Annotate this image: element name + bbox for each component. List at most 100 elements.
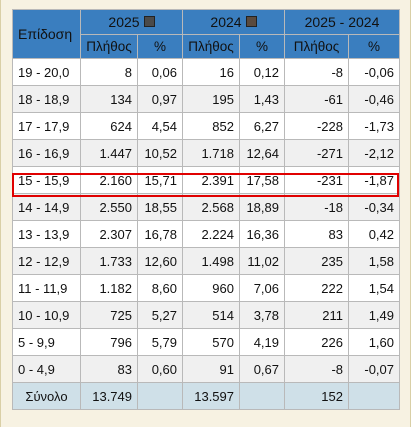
total-count-diff-cell: 152 bbox=[284, 382, 349, 410]
count-diff-cell: -61 bbox=[284, 85, 349, 113]
percent-diff-cell: 1,58 bbox=[347, 247, 401, 275]
percent-2025-cell: 15,71 bbox=[137, 166, 183, 194]
percent-diff-cell: -1,73 bbox=[347, 112, 401, 140]
total-percent-2025-cell bbox=[137, 382, 183, 410]
table-row: 15 - 15,9 2.160 15,71 2.391 17,58 -231 -1,87 bbox=[12, 166, 401, 194]
percent-diff-cell: -2,12 bbox=[347, 139, 401, 167]
percent-diff-cell: 1,54 bbox=[347, 274, 401, 302]
total-count-2024-cell: 13.597 bbox=[182, 382, 240, 410]
count-2025-header: Πλήθος bbox=[80, 34, 138, 59]
range-cell: 5 - 9,9 bbox=[12, 328, 81, 356]
count-diff-cell: 222 bbox=[284, 274, 349, 302]
count-2025-cell: 83 bbox=[80, 355, 138, 383]
table-row: 16 - 16,9 1.447 10,52 1.718 12,64 -271 -2,12 bbox=[12, 139, 401, 167]
count-diff-cell: 235 bbox=[284, 247, 349, 275]
percent-2024-cell: 1,43 bbox=[239, 85, 285, 113]
count-2024-cell: 1.718 bbox=[182, 139, 240, 167]
percent-2024-cell: 11,02 bbox=[239, 247, 285, 275]
percent-2024-cell: 6,27 bbox=[239, 112, 285, 140]
table-row: 14 - 14,9 2.550 18,55 2.568 18,89 -18 -0,34 bbox=[12, 193, 401, 221]
count-diff-cell: 83 bbox=[284, 220, 349, 248]
percent-2024-cell: 0,12 bbox=[239, 58, 285, 86]
range-cell: 10 - 10,9 bbox=[12, 301, 81, 329]
range-cell: 18 - 18,9 bbox=[12, 85, 81, 113]
count-2025-cell: 1.182 bbox=[80, 274, 138, 302]
count-diff-cell: -8 bbox=[284, 58, 349, 86]
total-label: Σύνολο bbox=[12, 382, 81, 410]
count-diff-cell: 211 bbox=[284, 301, 349, 329]
total-percent-diff-cell bbox=[347, 382, 401, 410]
count-2025-cell: 725 bbox=[80, 301, 138, 329]
year-2025-header: 2025 bbox=[80, 9, 183, 35]
difference-header: 2025 - 2024 bbox=[283, 9, 401, 35]
count-diff-cell: -231 bbox=[284, 166, 349, 194]
count-diff-header: Πλήθος bbox=[284, 34, 349, 59]
table-row: 0 - 4,9 83 0,60 91 0,67 -8 -0,07 bbox=[12, 355, 401, 383]
range-cell: 13 - 13,9 bbox=[12, 220, 81, 248]
count-diff-cell: 226 bbox=[284, 328, 349, 356]
count-2025-cell: 624 bbox=[80, 112, 138, 140]
range-cell: 15 - 15,9 bbox=[12, 166, 81, 194]
count-2024-cell: 16 bbox=[182, 58, 240, 86]
percent-2025-header: % bbox=[137, 34, 183, 59]
count-2025-cell: 2.307 bbox=[80, 220, 138, 248]
percent-2025-cell: 0,06 bbox=[137, 58, 183, 86]
count-2024-cell: 2.224 bbox=[182, 220, 240, 248]
percent-diff-header: % bbox=[347, 34, 401, 59]
table-row: 18 - 18,9 134 0,97 195 1,43 -61 -0,46 bbox=[12, 85, 401, 113]
score-distribution-table: Επίδοση 2025 2024 2025 - 2024 Πλήθος % Π… bbox=[12, 9, 401, 410]
percent-2024-cell: 18,89 bbox=[239, 193, 285, 221]
table-row: 13 - 13,9 2.307 16,78 2.224 16,36 83 0,42 bbox=[12, 220, 401, 248]
range-header: Επίδοση bbox=[12, 9, 81, 59]
percent-2025-cell: 0,97 bbox=[137, 85, 183, 113]
percent-diff-cell: 1,49 bbox=[347, 301, 401, 329]
count-2025-cell: 2.160 bbox=[80, 166, 138, 194]
percent-2024-cell: 3,78 bbox=[239, 301, 285, 329]
percent-diff-cell: 0,42 bbox=[347, 220, 401, 248]
count-2024-cell: 514 bbox=[182, 301, 240, 329]
range-cell: 0 - 4,9 bbox=[12, 355, 81, 383]
count-2024-cell: 2.391 bbox=[182, 166, 240, 194]
table-row: 10 - 10,9 725 5,27 514 3,78 211 1,49 bbox=[12, 301, 401, 329]
count-2025-cell: 1.733 bbox=[80, 247, 138, 275]
percent-2024-cell: 7,06 bbox=[239, 274, 285, 302]
count-diff-cell: -271 bbox=[284, 139, 349, 167]
percent-2025-cell: 10,52 bbox=[137, 139, 183, 167]
year-2025-label: 2025 bbox=[108, 14, 140, 30]
count-2025-cell: 134 bbox=[80, 85, 138, 113]
table-row: 5 - 9,9 796 5,79 570 4,19 226 1,60 bbox=[12, 328, 401, 356]
count-2024-header: Πλήθος bbox=[182, 34, 240, 59]
percent-2024-cell: 16,36 bbox=[239, 220, 285, 248]
range-cell: 17 - 17,9 bbox=[12, 112, 81, 140]
count-2024-cell: 852 bbox=[182, 112, 240, 140]
legend-swatch-2025-icon bbox=[143, 16, 155, 27]
percent-2025-cell: 0,60 bbox=[137, 355, 183, 383]
percent-2024-cell: 17,58 bbox=[239, 166, 285, 194]
count-2025-cell: 796 bbox=[80, 328, 138, 356]
table-row: 17 - 17,9 624 4,54 852 6,27 -228 -1,73 bbox=[12, 112, 401, 140]
count-2025-cell: 2.550 bbox=[80, 193, 138, 221]
percent-2024-header: % bbox=[239, 34, 285, 59]
total-percent-2024-cell bbox=[239, 382, 285, 410]
percent-2024-cell: 0,67 bbox=[239, 355, 285, 383]
table-row: 19 - 20,0 8 0,06 16 0,12 -8 -0,06 bbox=[12, 58, 401, 86]
percent-2025-cell: 8,60 bbox=[137, 274, 183, 302]
table-row: 12 - 12,9 1.733 12,60 1.498 11,02 235 1,58 bbox=[12, 247, 401, 275]
count-2025-cell: 8 bbox=[80, 58, 138, 86]
count-2025-cell: 1.447 bbox=[80, 139, 138, 167]
count-2024-cell: 195 bbox=[182, 85, 240, 113]
legend-swatch-2024-icon bbox=[245, 16, 257, 27]
count-2024-cell: 570 bbox=[182, 328, 240, 356]
count-diff-cell: -8 bbox=[284, 355, 349, 383]
count-2024-cell: 91 bbox=[182, 355, 240, 383]
percent-2025-cell: 5,27 bbox=[137, 301, 183, 329]
percent-2025-cell: 4,54 bbox=[137, 112, 183, 140]
count-2024-cell: 960 bbox=[182, 274, 240, 302]
year-2024-label: 2024 bbox=[210, 14, 242, 30]
count-diff-cell: -228 bbox=[284, 112, 349, 140]
count-2024-cell: 2.568 bbox=[182, 193, 240, 221]
percent-diff-cell: -0,46 bbox=[347, 85, 401, 113]
count-2024-cell: 1.498 bbox=[182, 247, 240, 275]
percent-2024-cell: 4,19 bbox=[239, 328, 285, 356]
